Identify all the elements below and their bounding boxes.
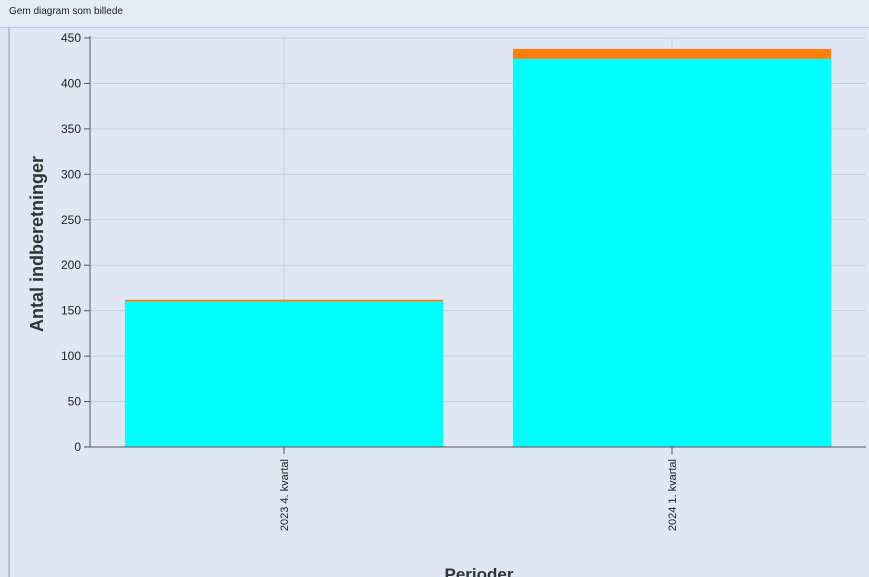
y-tick-label: 450 xyxy=(61,31,81,45)
bar-segment xyxy=(124,299,444,302)
save-chart-as-image-button[interactable]: Gem diagram som billede xyxy=(9,6,123,17)
chart-labels: 0 50 100 150 200 250 300 350 400 450 2023 4. kvart… xyxy=(61,31,679,531)
bar-segment xyxy=(124,301,444,447)
x-tick-label: 2024 1. kvartal xyxy=(667,459,679,531)
y-axis-title: Antal indberetninger xyxy=(27,156,47,332)
y-tick-label: 200 xyxy=(61,258,81,272)
x-tick-label: 2023 4. kvartal xyxy=(279,459,291,531)
panel-left-border xyxy=(8,27,10,577)
y-tick-label: 300 xyxy=(61,167,81,181)
y-tick-label: 350 xyxy=(61,122,81,136)
chart-axes xyxy=(84,36,866,454)
y-tick-label: 150 xyxy=(61,304,81,318)
bar-segment xyxy=(512,58,832,447)
y-tick-label: 250 xyxy=(61,213,81,227)
y-tick-label: 400 xyxy=(61,76,81,90)
chart-toolbar: Gem diagram som billede xyxy=(0,0,869,28)
y-tick-label: 50 xyxy=(68,395,82,409)
chart-bars xyxy=(124,48,832,447)
bar-segment xyxy=(512,48,832,59)
y-tick-label: 100 xyxy=(61,349,81,363)
y-tick-label: 0 xyxy=(74,440,81,454)
x-axis-title: Perioder xyxy=(445,565,514,577)
